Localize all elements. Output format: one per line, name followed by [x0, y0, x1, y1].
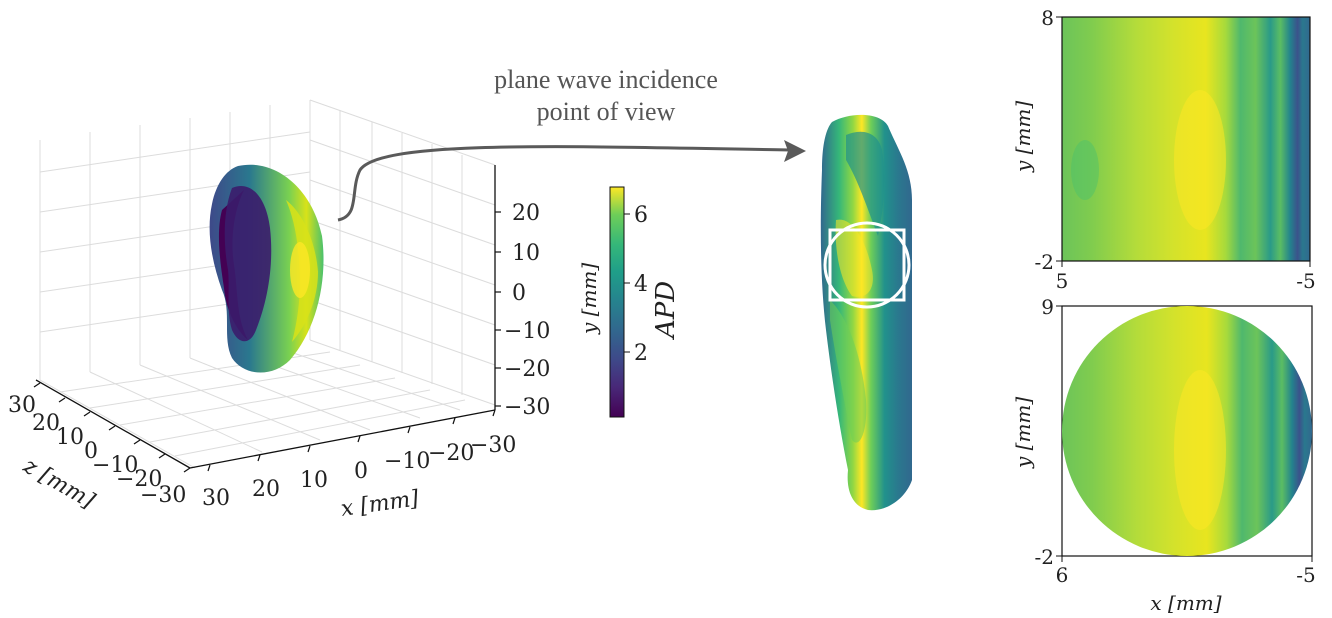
x-axis-label: x [mm]: [339, 486, 420, 522]
z-tick: 30: [8, 393, 36, 418]
top-x-right: -5: [1296, 269, 1315, 293]
colorbar-gradient: [609, 186, 625, 418]
plot-3d: 20 10 0 −10 −20 −30 30 20 10 0 −10 −20 −…: [8, 99, 550, 522]
annotation: plane wave incidence point of view: [337, 65, 806, 222]
ear-front-view: [820, 114, 912, 511]
top-x-left: 5: [1056, 269, 1069, 293]
x-tick-labels: 30 20 10 0 −10 −20 −30: [202, 433, 516, 511]
view-arrow: [337, 145, 791, 222]
y-tick: −30: [504, 395, 550, 420]
z-tick: 10: [56, 425, 84, 450]
top-map: 8 -2 5 -5 y [mm]: [1011, 6, 1316, 293]
colorbar-side-label: y [mm]: [577, 263, 601, 335]
circle-region-marker: [823, 221, 911, 309]
y-tick: −20: [504, 357, 550, 382]
y-tick-labels: 20 10 0 −10 −20 −30: [504, 201, 550, 420]
z-tick: 0: [84, 439, 98, 464]
annotation-line2: point of view: [537, 97, 676, 126]
top-y-label: y [mm]: [1011, 101, 1035, 173]
z-tick: 20: [32, 411, 60, 436]
bottom-map: 9 -2 6 -5 y [mm] x [mm]: [1011, 295, 1316, 615]
x-tick: −30: [470, 433, 516, 458]
bottom-y-min: -2: [1035, 545, 1054, 569]
x-tick: 30: [202, 486, 230, 511]
x-tick: −20: [428, 441, 474, 466]
x-tick: 10: [300, 468, 328, 493]
y-tick: −10: [504, 319, 550, 344]
bottom-y-label: y [mm]: [1011, 397, 1035, 469]
axes-lines: [35, 165, 496, 469]
z-tick: −10: [92, 453, 138, 478]
bottom-x-label: x [mm]: [1150, 591, 1221, 615]
top-y-max: 8: [1041, 6, 1054, 30]
ear-3d-model: [209, 164, 324, 373]
x-tick: 20: [252, 477, 280, 502]
bottom-y-max: 9: [1041, 295, 1054, 319]
x-tick: 0: [354, 459, 368, 484]
top-y-min: -2: [1035, 250, 1054, 274]
y-tick: 0: [512, 281, 526, 306]
axis-ticks: [33, 211, 501, 473]
annotation-line1: plane wave incidence: [494, 65, 718, 94]
grid-lines: [39, 99, 496, 469]
colorbar: 6 4 2 APD y [mm]: [577, 186, 681, 418]
bottom-x-right: -5: [1296, 563, 1315, 587]
arrow-head-icon: [784, 140, 806, 162]
colorbar-tick: 4: [634, 272, 648, 297]
colorbar-tick: 6: [634, 203, 648, 228]
square-region-marker: [828, 228, 906, 302]
z-tick: −20: [116, 467, 162, 492]
y-tick: 20: [512, 201, 540, 226]
colorbar-tick: 2: [634, 341, 648, 366]
z-tick: −30: [140, 483, 186, 508]
bottom-x-left: 6: [1056, 563, 1069, 587]
x-tick: −10: [384, 449, 430, 474]
colorbar-label: APD: [651, 281, 681, 340]
y-tick: 10: [512, 241, 540, 266]
z-tick-labels: 30 20 10 0 −10 −20 −30: [8, 393, 186, 508]
